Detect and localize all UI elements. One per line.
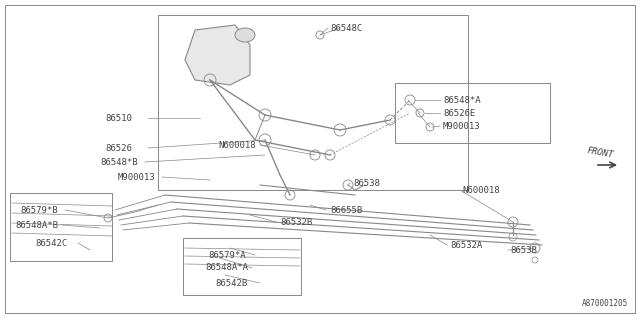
Text: 86532B: 86532B bbox=[280, 218, 312, 227]
Bar bbox=[10, 193, 112, 261]
Text: 86548*A: 86548*A bbox=[443, 95, 481, 105]
Text: 86542B: 86542B bbox=[215, 278, 247, 287]
Bar bbox=[183, 238, 301, 295]
Ellipse shape bbox=[235, 28, 255, 42]
Text: N600018: N600018 bbox=[218, 140, 255, 149]
Text: 86655B: 86655B bbox=[330, 205, 362, 214]
Text: 86538: 86538 bbox=[353, 179, 380, 188]
Text: 86548A*A: 86548A*A bbox=[205, 263, 248, 273]
Text: 8653B: 8653B bbox=[510, 245, 537, 254]
Text: FRONT: FRONT bbox=[586, 146, 614, 160]
Text: M900013: M900013 bbox=[443, 122, 481, 131]
Bar bbox=[158, 15, 468, 190]
Text: A870001205: A870001205 bbox=[582, 299, 628, 308]
Polygon shape bbox=[185, 25, 250, 85]
Bar bbox=[395, 83, 550, 143]
Text: 86548A*B: 86548A*B bbox=[15, 220, 58, 229]
Text: 86579*B: 86579*B bbox=[20, 205, 58, 214]
Text: 86542C: 86542C bbox=[35, 238, 67, 247]
Text: 86526: 86526 bbox=[105, 143, 132, 153]
Text: 86526E: 86526E bbox=[443, 108, 476, 117]
Text: 86548C: 86548C bbox=[330, 23, 362, 33]
Text: 86510: 86510 bbox=[105, 114, 132, 123]
Text: 86532A: 86532A bbox=[450, 241, 483, 250]
Text: 86579*A: 86579*A bbox=[208, 251, 246, 260]
Text: N600018: N600018 bbox=[462, 186, 500, 195]
Text: M900013: M900013 bbox=[118, 172, 156, 181]
Text: 86548*B: 86548*B bbox=[100, 157, 138, 166]
